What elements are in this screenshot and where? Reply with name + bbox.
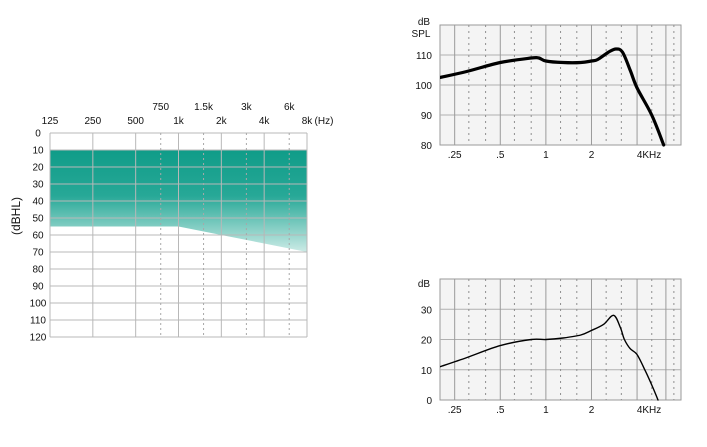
audiogram-y-tick-label: 40 [32,197,44,208]
audiogram-x-tick-label-top: 3k [241,102,253,113]
audiogram-y-tick-label: 70 [32,248,44,259]
audiogram-y-tick-label: 110 [30,316,46,327]
audiogram-x-tick-label: 1k [173,116,185,127]
spl-grid [439,24,682,146]
audiogram-y-tick-label: 120 [30,333,47,344]
gain-x-tick-label: .5 [496,405,505,416]
gain-series-layer [440,314,659,401]
audiogram-y-tick-label: 90 [32,282,44,293]
spl-x-tick-label: .25 [448,150,462,161]
spl-x-tick-label: .5 [496,150,505,161]
audiogram-x-tick-label-top: 1.5k [194,102,214,113]
audiogram-x-tick-label: 4k [259,116,271,127]
gain-xticks: .25 .5 1 2 4KHz [448,405,662,416]
gain-yticks: 0 10 20 30 [421,305,433,407]
audiogram-x-tick-label: 500 [127,116,144,127]
gain-x-tick-label: 1 [543,405,549,416]
audiogram-y-tick-label: 10 [32,146,44,157]
gain-y-tick-label: 10 [421,366,433,377]
audiogram-yticks: 0 10 20 30 40 50 60 70 80 90 100 110 120 [30,129,47,344]
spl-x-tick-label: 1 [543,150,549,161]
audiogram-y-tick-label: 100 [30,299,47,310]
audiogram-chart: 125 250 500 1k 2k 4k 8k 750 1.5k 3k 6k 0 10 20 30 40 5… [9,102,333,344]
audiogram-y-tick-label: 50 [32,214,44,225]
audiogram-x-tick-label: 2k [216,116,228,127]
gain-y-tick-label: 0 [426,396,432,407]
audiogram-y-tick-label: 0 [35,129,41,140]
spl-x-tick-label: 2 [589,150,595,161]
audiogram-y-tick-label: 60 [32,231,44,242]
audiogram-y-axis-label: (dBHL) [9,197,23,235]
audiogram-x-unit: (Hz) [315,116,334,127]
gain-grid [439,278,682,401]
gain-y-tick-label: 20 [421,336,433,347]
spl-response-chart: 80 90 100 110 .25 .5 1 2 4KHz dB SPL [412,17,682,161]
spl-y-tick-label: 110 [416,51,432,62]
audiogram-xticks-top: 750 1.5k 3k 6k [152,102,295,113]
spl-response-line [440,47,666,147]
audiogram-x-tick-label-top: 6k [284,102,296,113]
spl-yticks: 80 90 100 110 [415,51,432,152]
spl-y-axis-label-line2: SPL [412,29,431,40]
audiogram-xticks-bottom: 125 250 500 1k 2k 4k 8k [42,116,314,127]
gain-y-axis-label: dB [418,279,431,290]
spl-y-tick-label: 80 [421,141,433,152]
audiogram-x-tick-label: 125 [42,116,59,127]
spl-y-axis-label-line1: dB [418,17,431,28]
spl-x-tick-label: 4KHz [637,150,661,161]
spl-y-tick-label: 100 [415,81,432,92]
spl-series-layer [440,47,666,147]
gain-y-tick-label: 30 [421,305,433,316]
gain-chart: 0 10 20 30 .25 .5 1 2 4KHz dB [418,278,682,416]
audiogram-x-tick-label: 250 [84,116,101,127]
spl-y-tick-label: 90 [421,111,433,122]
audiogram-y-tick-label: 30 [32,180,44,191]
audiogram-x-tick-label: 8k [302,116,314,127]
gain-x-tick-label: 2 [589,405,595,416]
audiogram-y-tick-label: 80 [32,265,44,276]
audiogram-y-tick-label: 20 [32,163,44,174]
gain-response-line [440,314,659,401]
audiogram-grid [49,132,308,338]
audiogram-x-tick-label-top: 750 [152,102,169,113]
spl-xticks: .25 .5 1 2 4KHz [448,150,662,161]
gain-x-tick-label: .25 [448,405,462,416]
gain-x-tick-label: 4KHz [637,405,661,416]
